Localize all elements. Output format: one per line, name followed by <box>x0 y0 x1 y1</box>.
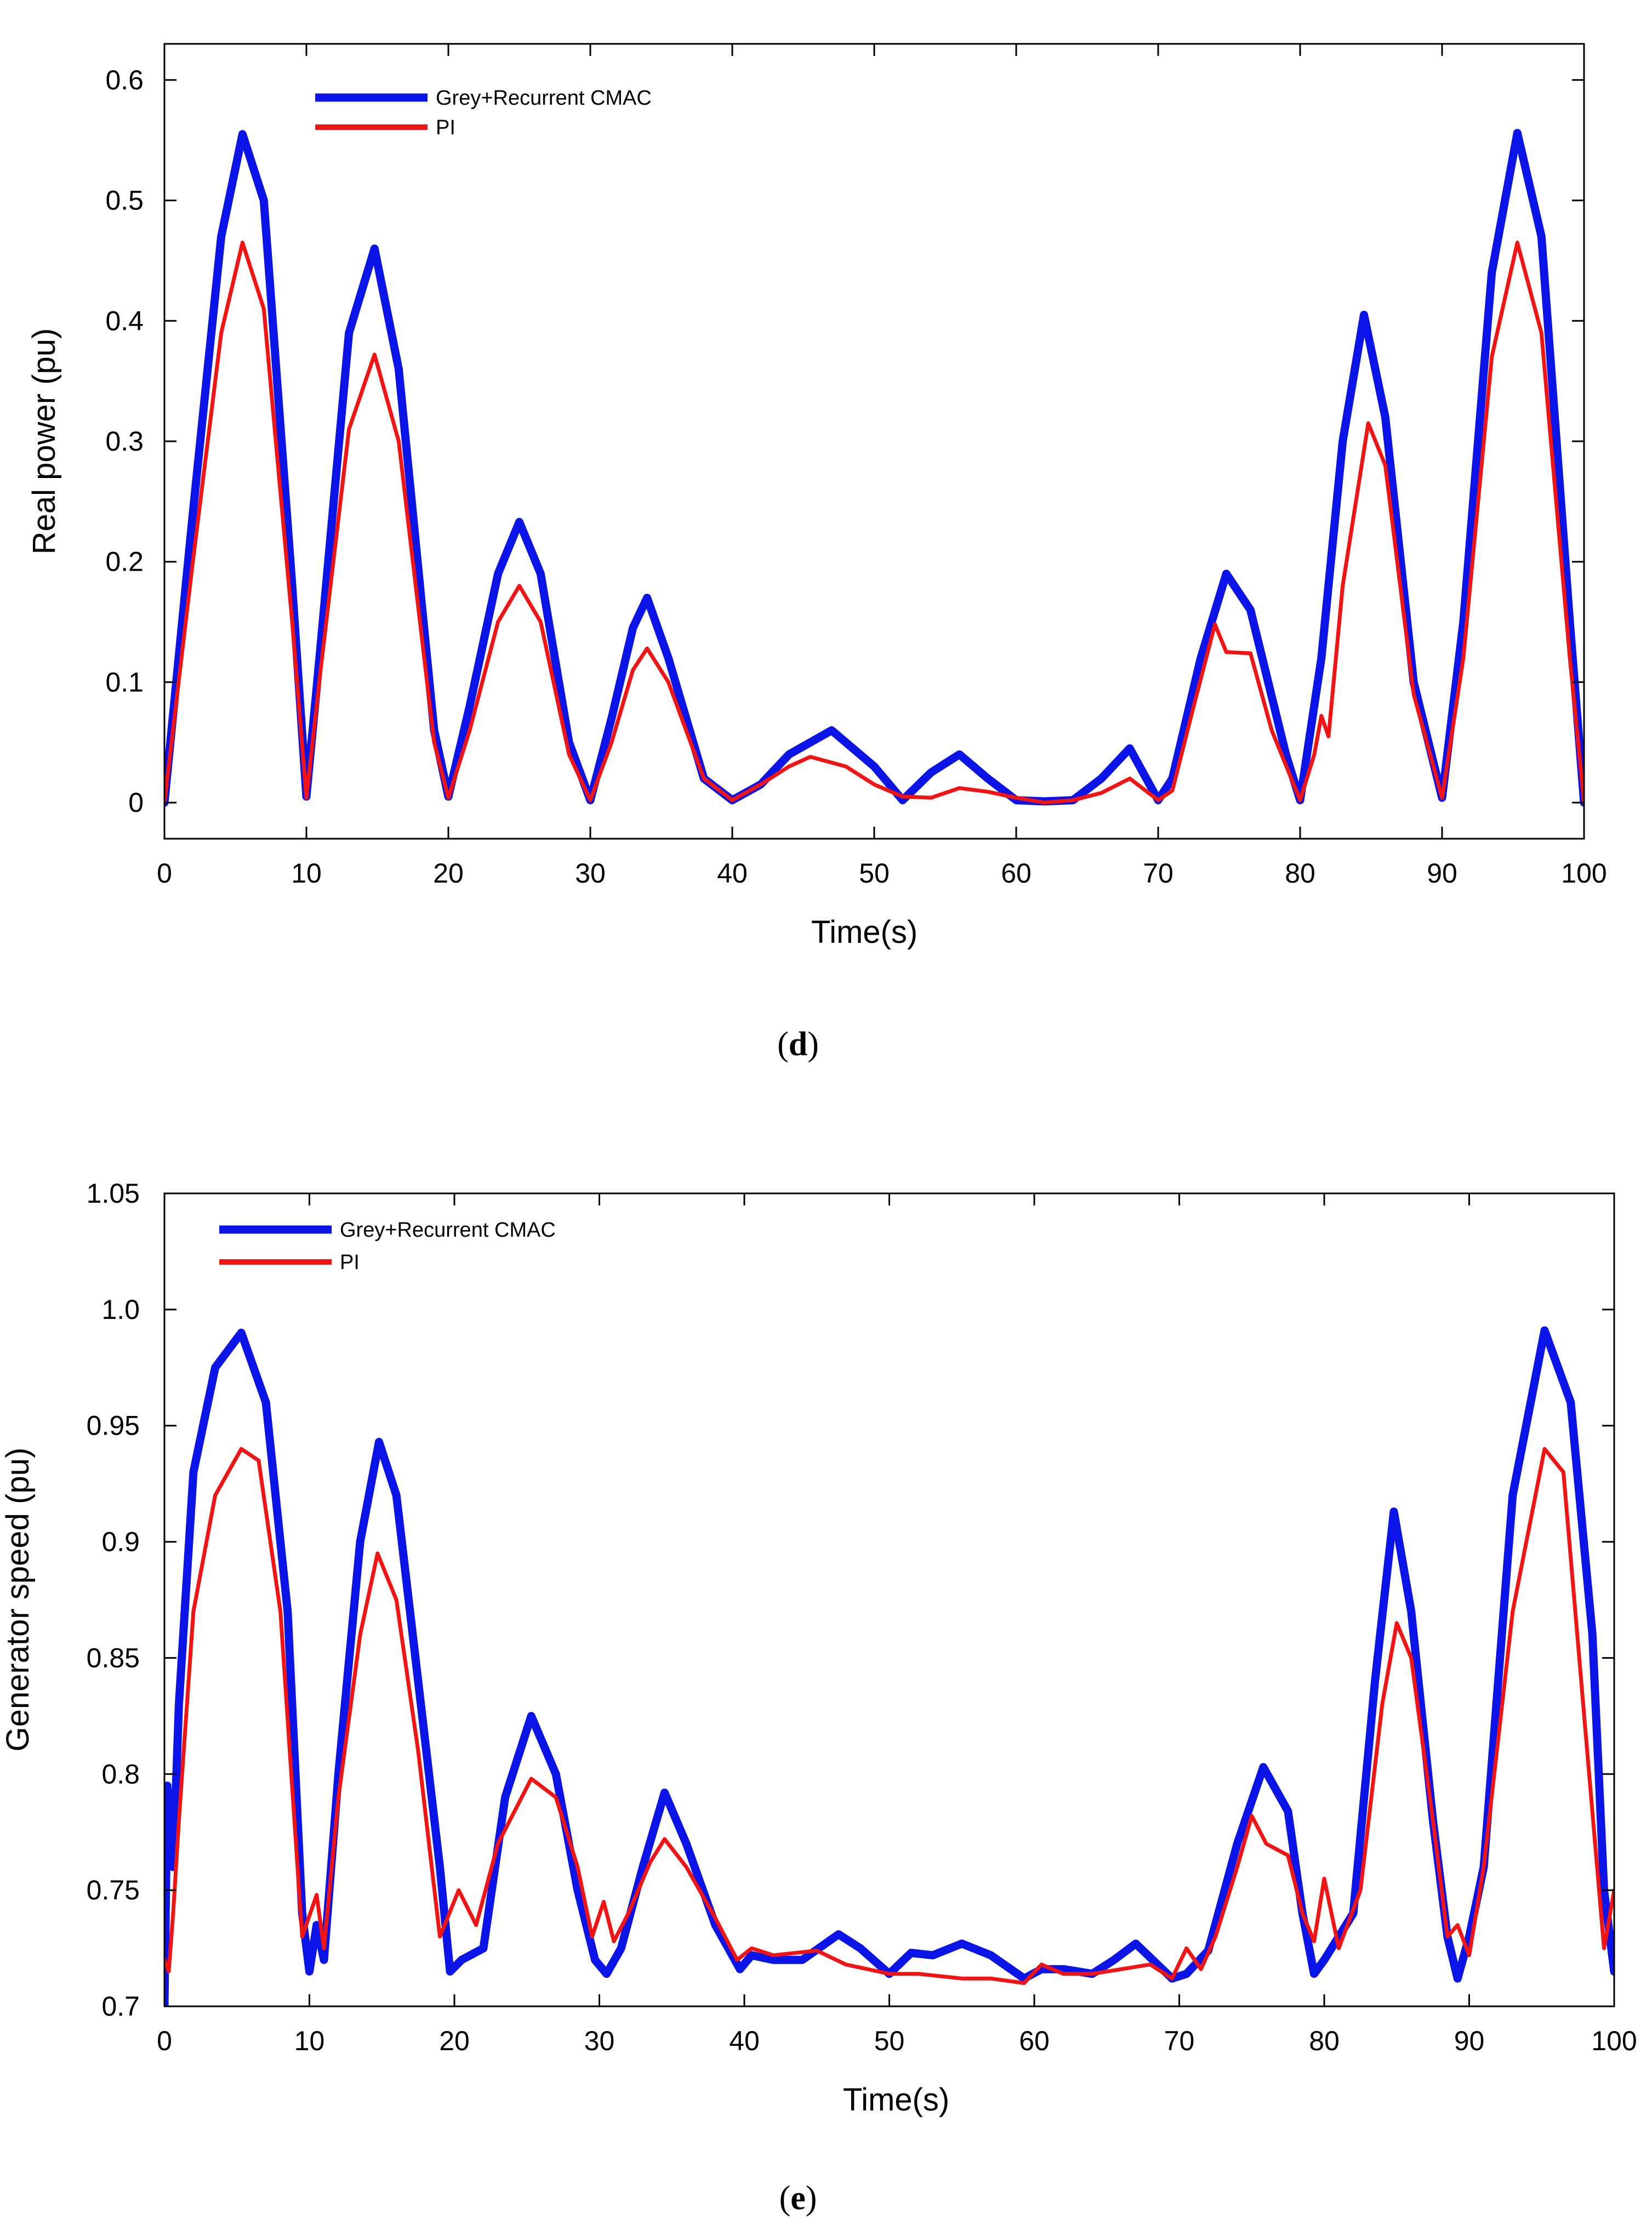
panel-e-y-tick-label: 1.05 <box>87 1178 140 1209</box>
panel-d-y-axis-title: Real power (pu) <box>26 328 62 555</box>
panel-d-x-tick-label: 50 <box>859 858 890 889</box>
panel-e-series-pi-line <box>164 1447 1614 1986</box>
panel-d-x-tick-label: 60 <box>1001 858 1032 889</box>
panel-e-y-tick-label: 0.8 <box>101 1759 140 1789</box>
panel-d-series-pi-line <box>164 241 1584 805</box>
panel-d-legend: Grey+Recurrent CMAC PI <box>315 87 652 139</box>
panel-e-x-tick-label: 10 <box>294 2026 325 2056</box>
panel-e-x-tick-label: 0 <box>157 2026 172 2056</box>
panel-d-y-tick-label: 0 <box>128 787 144 818</box>
panel-d-x-tick-label: 10 <box>291 858 322 889</box>
panel-e-x-tick-label: 90 <box>1454 2026 1485 2056</box>
panel-e-x-tick-label: 100 <box>1591 2026 1637 2056</box>
panel-e-y-tick-label: 0.85 <box>87 1642 140 1673</box>
panel-d-series-grey-cmac-line <box>164 129 1584 807</box>
panel-e-y-tick-label: 0.75 <box>87 1875 140 1905</box>
panel-e-legend-label-grey-cmac: Grey+Recurrent CMAC <box>340 1219 556 1242</box>
panel-e-series-grey-cmac-line <box>164 1326 1614 2006</box>
panel-d-legend-label-pi: PI <box>436 116 455 139</box>
panel-d-plot-frame <box>163 43 1585 840</box>
panel-e-y-axis-title: Generator speed (pu) <box>0 1448 36 1752</box>
panel-e-caption-letter: e <box>790 2180 806 2217</box>
panel-d-x-tick-label: 70 <box>1143 858 1174 889</box>
panel-e-x-axis-title: Time(s) <box>843 2082 949 2118</box>
panel-e-x-tick-label: 70 <box>1164 2026 1195 2056</box>
panel-d-x-tick-label: 100 <box>1561 858 1607 889</box>
panel-d-x-tick-label: 80 <box>1285 858 1315 889</box>
panel-e-y-tick-label: 0.95 <box>87 1410 140 1441</box>
panel-e-x-tick-label: 80 <box>1309 2026 1340 2056</box>
panel-d-caption-letter: d <box>789 1026 807 1063</box>
panel-e-legend: Grey+Recurrent CMAC PI <box>219 1219 556 1274</box>
panel-d-caption: (d) <box>777 1026 819 1063</box>
panel-e-x-tick-label: 40 <box>729 2026 760 2056</box>
panel-d-legend-label-grey-cmac: Grey+Recurrent CMAC <box>436 87 652 110</box>
panel-e-x-tick-label: 30 <box>584 2026 615 2056</box>
panel-e-plot-frame <box>163 1192 1615 2007</box>
panel-d-y-tick-label: 0.2 <box>105 547 144 577</box>
panel-e-x-tick-label: 20 <box>439 2026 470 2056</box>
panel-d-y-tick-label: 0.3 <box>105 426 144 457</box>
panel-d-y-tick-label: 0.6 <box>105 65 144 95</box>
panel-d-y-tick-label: 0.5 <box>105 185 144 216</box>
panel-d-y-tick-label: 0.1 <box>105 667 144 697</box>
panel-d-x-tick-label: 40 <box>717 858 748 889</box>
panel-d-x-axis-title: Time(s) <box>811 914 918 950</box>
panel-d-x-tick-label: 90 <box>1427 858 1457 889</box>
panel-e-x-tick-label: 50 <box>874 2026 905 2056</box>
panel-e-y-tick-label: 0.9 <box>101 1527 140 1557</box>
panel-d-y-tick-label: 0.4 <box>105 305 144 336</box>
panel-d-x-tick-label: 20 <box>433 858 464 889</box>
panel-d: 0 10 20 30 40 50 60 70 80 90 100 0 0.1 0.2 0.3 0.4 0.5 0.… <box>26 43 1607 1063</box>
panel-e-legend-label-pi: PI <box>340 1251 360 1274</box>
panel-e: 0 10 20 30 40 50 60 70 80 90 100 0.7 0.75 0.8 0.85 0.9 0… <box>0 1178 1637 2217</box>
panel-e-y-tick-label: 0.7 <box>101 1991 140 2022</box>
panel-e-x-tick-label: 60 <box>1019 2026 1050 2056</box>
panel-d-x-tick-label: 0 <box>157 858 172 889</box>
panel-e-caption: (e) <box>779 2180 817 2217</box>
panel-d-x-tick-label: 30 <box>575 858 606 889</box>
panel-e-y-tick-label: 1.0 <box>101 1294 140 1325</box>
